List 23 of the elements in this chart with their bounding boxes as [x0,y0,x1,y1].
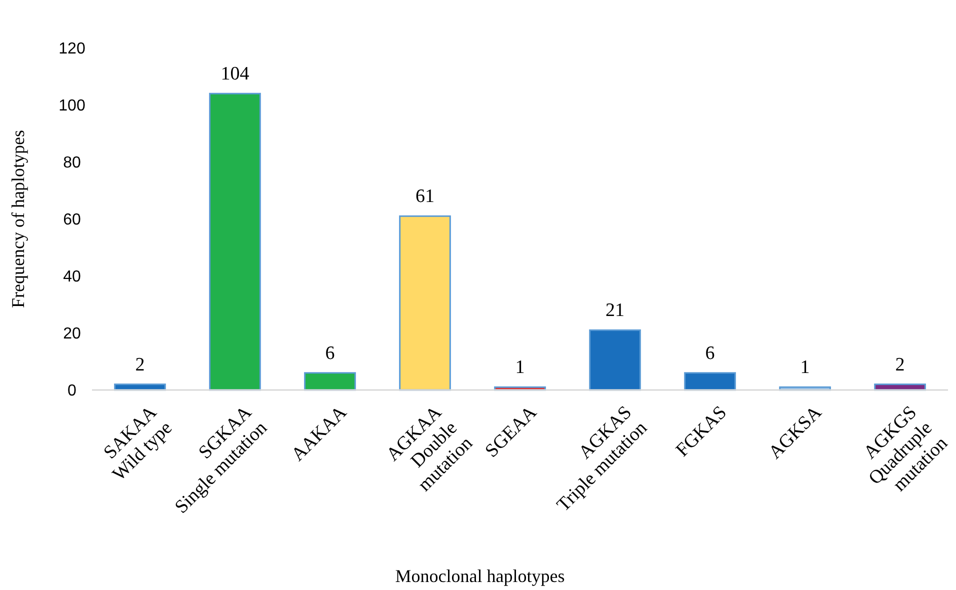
y-tick-label: 40 [63,268,81,286]
y-tick-label: 120 [58,40,86,58]
data-label: 61 [415,186,434,208]
bar [209,92,261,391]
bar [589,329,641,391]
y-axis-title: Frequency of haplotypes [8,130,28,308]
data-label: 1 [800,357,810,378]
y-tick-label: 20 [63,326,81,343]
data-label: 6 [325,342,335,364]
bar [399,215,451,391]
data-label: 2 [895,354,905,376]
data-label: 6 [705,342,715,364]
y-tick-label: 60 [63,212,81,229]
data-label: 1 [515,357,525,378]
bar [684,372,736,391]
x-axis-title: Monoclonal haplotypes [395,566,565,586]
data-label: 104 [220,64,250,85]
y-tick-label: 0 [68,382,77,400]
y-tick-label: 100 [58,98,86,115]
y-tick-label: 80 [63,154,81,172]
bar [304,372,356,391]
data-label: 2 [135,354,145,376]
data-label: 21 [606,300,625,322]
